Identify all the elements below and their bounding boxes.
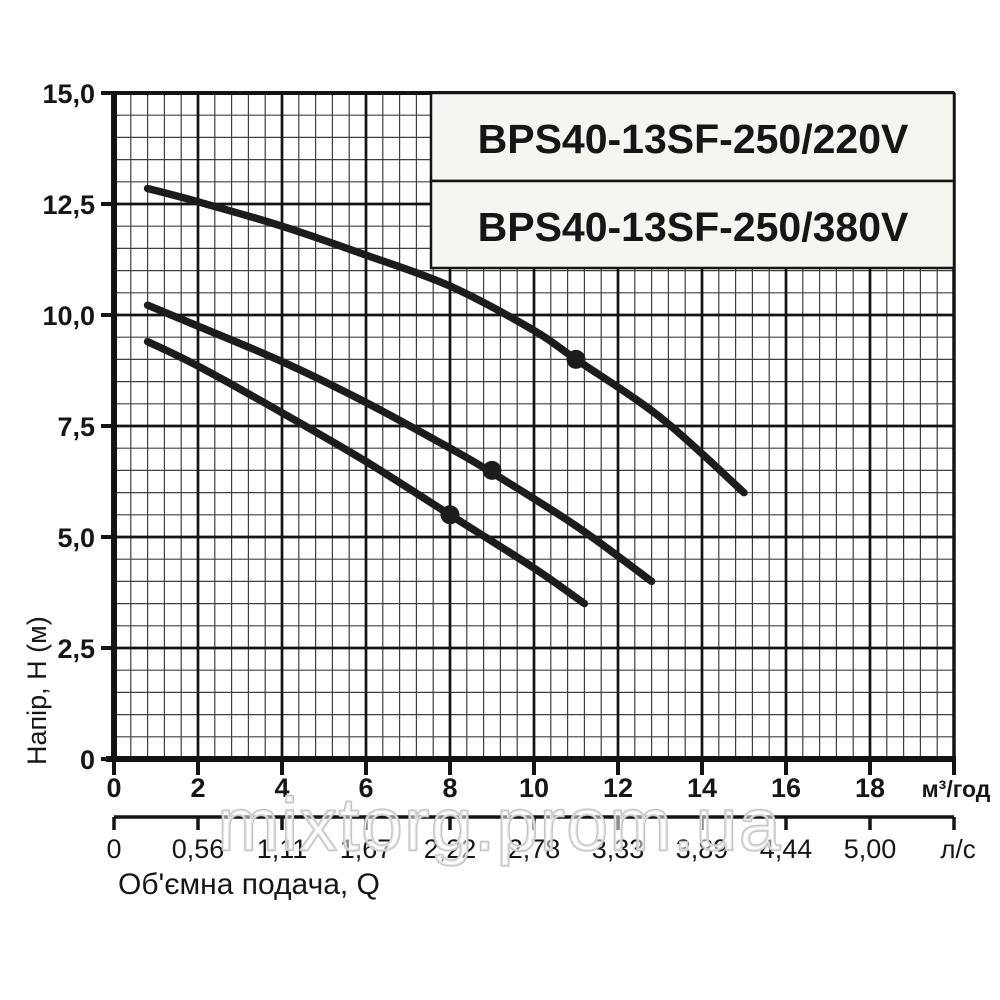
watermark: mixtorg.prom.ua [218,783,783,866]
y-tick-label: 2,5 [57,634,95,664]
pump-curve-3 [143,337,589,608]
x-tick-label-ls: 5,00 [844,834,897,864]
x-unit-m3h: м³/год [922,776,991,802]
label-box-220v [429,91,956,183]
x-tick-label-ls: 2,78 [508,834,561,864]
pump-curve-1 [143,184,748,497]
x-tick-label-m3h: 18 [855,773,885,803]
x-tick-label-m3h: 0 [106,773,121,803]
x-tick-label-ls: 1,67 [340,834,393,864]
x-tick-label-ls: 2,22 [424,834,477,864]
x-tick-label-ls: 4,44 [760,834,813,864]
x-tick-label-m3h: 8 [442,773,457,803]
x-tick-label-m3h: 6 [358,773,373,803]
y-tick-label: 5,0 [57,523,95,553]
x-tick-label-m3h: 10 [519,773,549,803]
y-tick-label: 0 [80,745,95,775]
y-tick-label: 10,0 [42,301,95,331]
x-tick-label-ls: 3,89 [676,834,729,864]
x-tick-label-ls: 3,33 [592,834,645,864]
curve-marker-2 [482,460,502,480]
y-axis-title: Напір, Н (м) [22,616,52,765]
label-box-380v [429,179,956,270]
x-tick-label-ls: 0 [106,834,121,864]
x-tick-label-m3h: 12 [603,773,633,803]
model-label-380v: BPS40-13SF-250/380V [478,204,909,250]
x-tick-label-m3h: 4 [274,773,289,803]
curve-marker-1 [566,349,586,369]
y-tick-label: 12,5 [42,190,95,220]
x-unit-ls: л/с [940,834,975,864]
x-tick-label-m3h: 2 [190,773,205,803]
y-tick-label: 15,0 [42,79,95,109]
x-tick-label-m3h: 14 [687,773,717,803]
x-tick-label-ls: 1,11 [257,834,308,864]
x-axis-title: Об'ємна подача, Q [118,868,380,901]
x-tick-label-ls: 0,56 [172,834,225,864]
pump-curves [143,184,748,608]
tick-labels: 0 2,5 5,0 7,5 10,0 12,5 15,0 0 2 4 6 8 10 12 14 16 18 0 0,… [42,79,896,864]
y-tick-label: 7,5 [57,412,95,442]
curve-marker-3 [440,505,460,525]
pump-curve-2 [143,301,656,586]
x-tick-label-m3h: 16 [771,773,801,803]
model-label-220v: BPS40-13SF-250/220V [478,116,909,162]
